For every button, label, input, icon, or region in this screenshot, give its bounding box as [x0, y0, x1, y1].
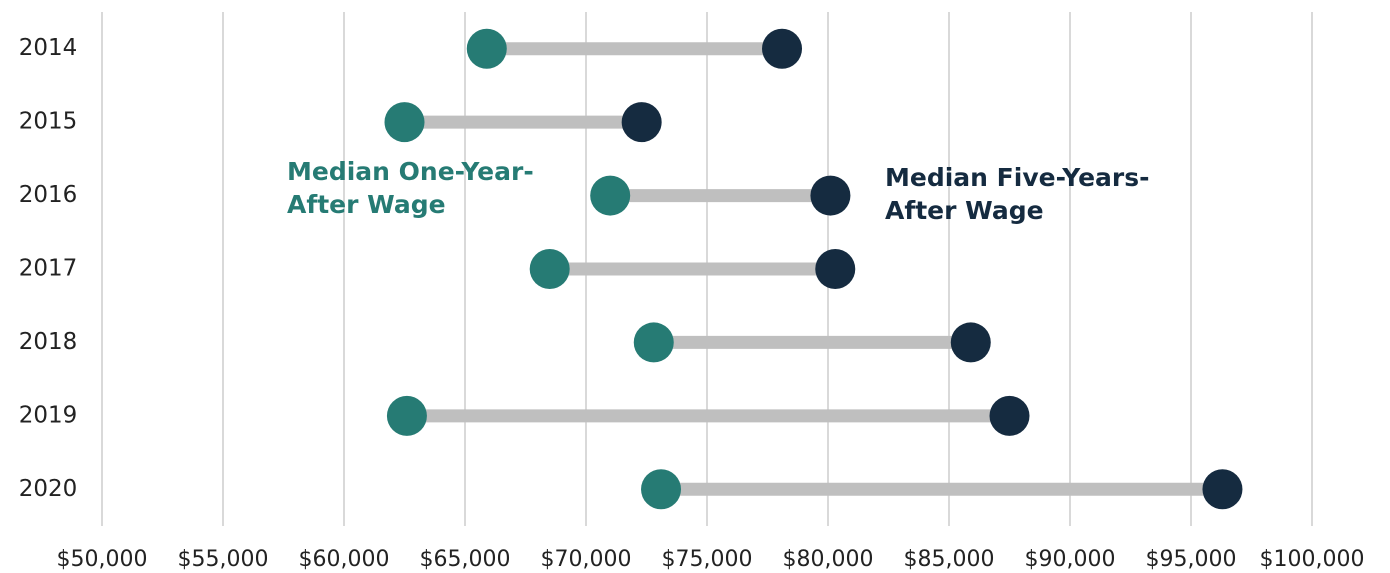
x-tick-label: $100,000	[1260, 547, 1365, 572]
x-tick-label: $70,000	[541, 547, 632, 572]
x-tick-label: $65,000	[420, 547, 511, 572]
y-tick-label: 2018	[19, 329, 78, 355]
y-tick-label: 2019	[19, 402, 78, 428]
dot	[810, 175, 851, 216]
series-label: Median Five-Years-After Wage	[885, 163, 1150, 225]
y-tick-label: 2016	[19, 182, 78, 208]
x-tick-label: $90,000	[1025, 547, 1116, 572]
x-tick-label: $80,000	[783, 547, 874, 572]
y-tick-label: 2017	[19, 256, 78, 282]
dot	[466, 28, 507, 69]
dot	[641, 469, 682, 510]
dot	[633, 322, 674, 363]
dot	[989, 395, 1030, 436]
x-tick-label: $55,000	[178, 547, 269, 572]
dot	[386, 395, 427, 436]
dot	[529, 249, 570, 289]
dot	[815, 249, 856, 289]
x-tick-label: $85,000	[904, 547, 995, 572]
y-tick-label: 2014	[19, 35, 78, 61]
dot	[1202, 469, 1243, 510]
dot	[762, 28, 803, 69]
x-tick-label: $75,000	[662, 547, 753, 572]
dot	[950, 322, 991, 363]
x-tick-label: $95,000	[1146, 547, 1237, 572]
y-tick-label: 2015	[19, 109, 78, 135]
dot	[384, 102, 425, 143]
x-tick-label: $60,000	[299, 547, 390, 572]
y-tick-label: 2020	[19, 476, 78, 502]
series-label: Median One-Year-After Wage	[287, 157, 534, 219]
x-tick-label: $50,000	[57, 547, 148, 572]
dot	[621, 102, 662, 143]
dot	[590, 175, 631, 216]
